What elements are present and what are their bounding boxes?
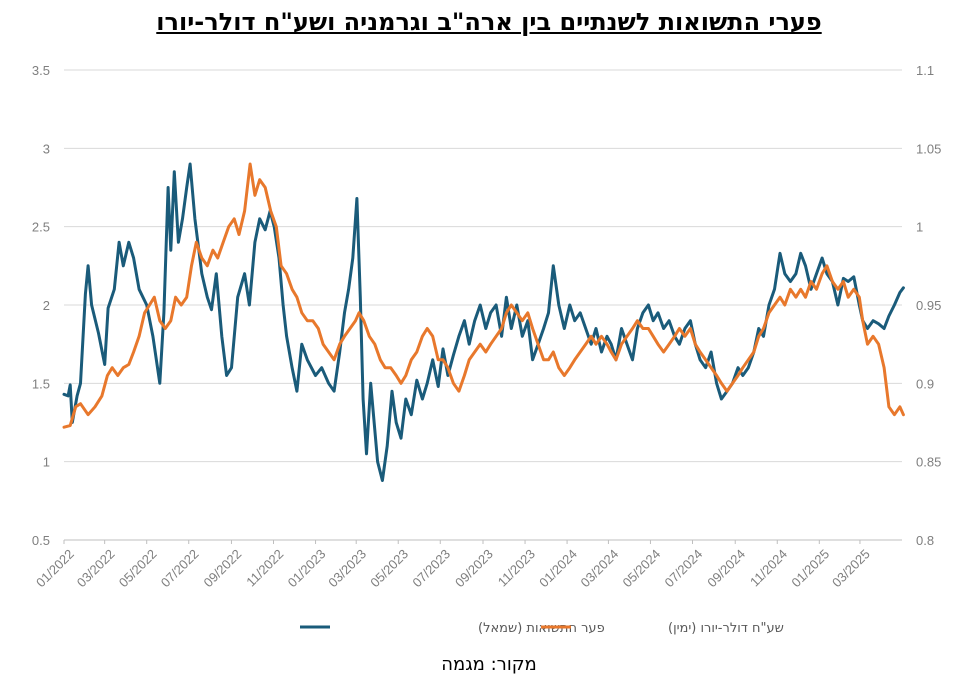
x-tick-label: 01/2024	[536, 546, 580, 590]
y-left-tick-label: 3	[43, 141, 50, 156]
y-right-tick-label: 1.05	[916, 141, 941, 156]
y-left-tick-label: 3.5	[32, 63, 50, 78]
y-left-tick-label: 1.5	[32, 376, 50, 391]
x-tick-label: 01/2022	[33, 546, 77, 590]
x-tick-label: 11/2023	[495, 546, 538, 589]
x-tick-label: 11/2024	[747, 546, 790, 589]
yield-spread-line	[62, 162, 905, 482]
y-right-tick-label: 0.9	[916, 376, 934, 391]
x-tick-label: 05/2022	[116, 546, 160, 590]
series-lines	[62, 162, 905, 482]
x-axis: 01/202203/202205/202207/202209/202211/20…	[33, 540, 873, 590]
y-left-tick-label: 2.5	[32, 220, 50, 235]
x-tick-label: 09/2024	[704, 546, 748, 590]
y-right-tick-label: 1.1	[916, 63, 934, 78]
y-left-tick-label: 2	[43, 298, 50, 313]
x-tick-label: 09/2023	[452, 546, 496, 590]
y-right-tick-label: 0.95	[916, 298, 941, 313]
gridlines	[64, 69, 902, 541]
x-tick-label: 07/2024	[662, 546, 706, 590]
y-right-tick-label: 1	[916, 220, 923, 235]
y-axis-right: 0.8 0.85 0.9 0.95 1 1.05 1.1	[916, 63, 941, 548]
x-tick-label: 09/2022	[201, 546, 245, 590]
x-tick-label: 07/2023	[409, 546, 453, 590]
x-tick-label: 03/2022	[74, 546, 118, 590]
x-tick-label: 03/2023	[325, 546, 369, 590]
x-tick-label: 05/2023	[367, 546, 411, 590]
chart-title: פערי התשואות לשנתיים בין ארה"ב וגרמניה ו…	[156, 8, 822, 36]
legend-label-usd-eur: שע"ח דולר-יורו (ימין)	[668, 621, 784, 636]
x-tick-label: 03/2024	[577, 546, 621, 590]
y-left-tick-label: 0.5	[32, 533, 50, 548]
x-tick-label: 03/2025	[829, 546, 873, 590]
y-left-tick-label: 1	[43, 455, 50, 470]
x-tick-label: 01/2025	[788, 546, 832, 590]
x-tick-label: 05/2024	[620, 546, 664, 590]
x-tick-label: 01/2023	[285, 546, 329, 590]
legend: פער התשואות (שמאל)שע"ח דולר-יורו (ימין)	[300, 621, 784, 636]
y-right-tick-label: 0.8	[916, 533, 934, 548]
source-note: מקור: מגמה	[441, 654, 537, 675]
y-right-tick-label: 0.85	[916, 455, 941, 470]
x-tick-label: 07/2022	[158, 546, 202, 590]
y-axis-left: 0.5 1 1.5 2 2.5 3 3.5	[32, 63, 50, 548]
usd-eur-line	[62, 162, 905, 429]
x-tick-label: 11/2022	[243, 546, 286, 589]
